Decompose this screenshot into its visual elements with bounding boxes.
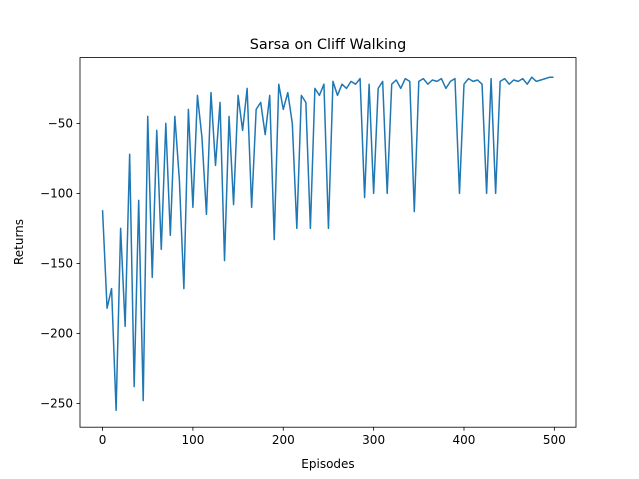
x-axis-label: Episodes xyxy=(301,457,354,471)
plot-frame xyxy=(79,57,577,428)
y-tick-label: −50 xyxy=(48,116,73,130)
y-axis-label: Returns xyxy=(12,219,26,265)
y-tick-label: −150 xyxy=(40,256,73,270)
x-tick-label: 0 xyxy=(99,433,107,447)
x-tick-label: 300 xyxy=(362,433,385,447)
line-series xyxy=(101,76,554,412)
x-tick-label: 100 xyxy=(181,433,204,447)
x-tick-label: 500 xyxy=(543,433,566,447)
y-tick-label: −100 xyxy=(40,186,73,200)
y-tick-label: −200 xyxy=(40,326,73,340)
x-tick-label: 400 xyxy=(453,433,476,447)
x-tick-label: 200 xyxy=(272,433,295,447)
y-tick-label: −250 xyxy=(40,396,73,410)
chart-title: Sarsa on Cliff Walking xyxy=(250,37,407,53)
